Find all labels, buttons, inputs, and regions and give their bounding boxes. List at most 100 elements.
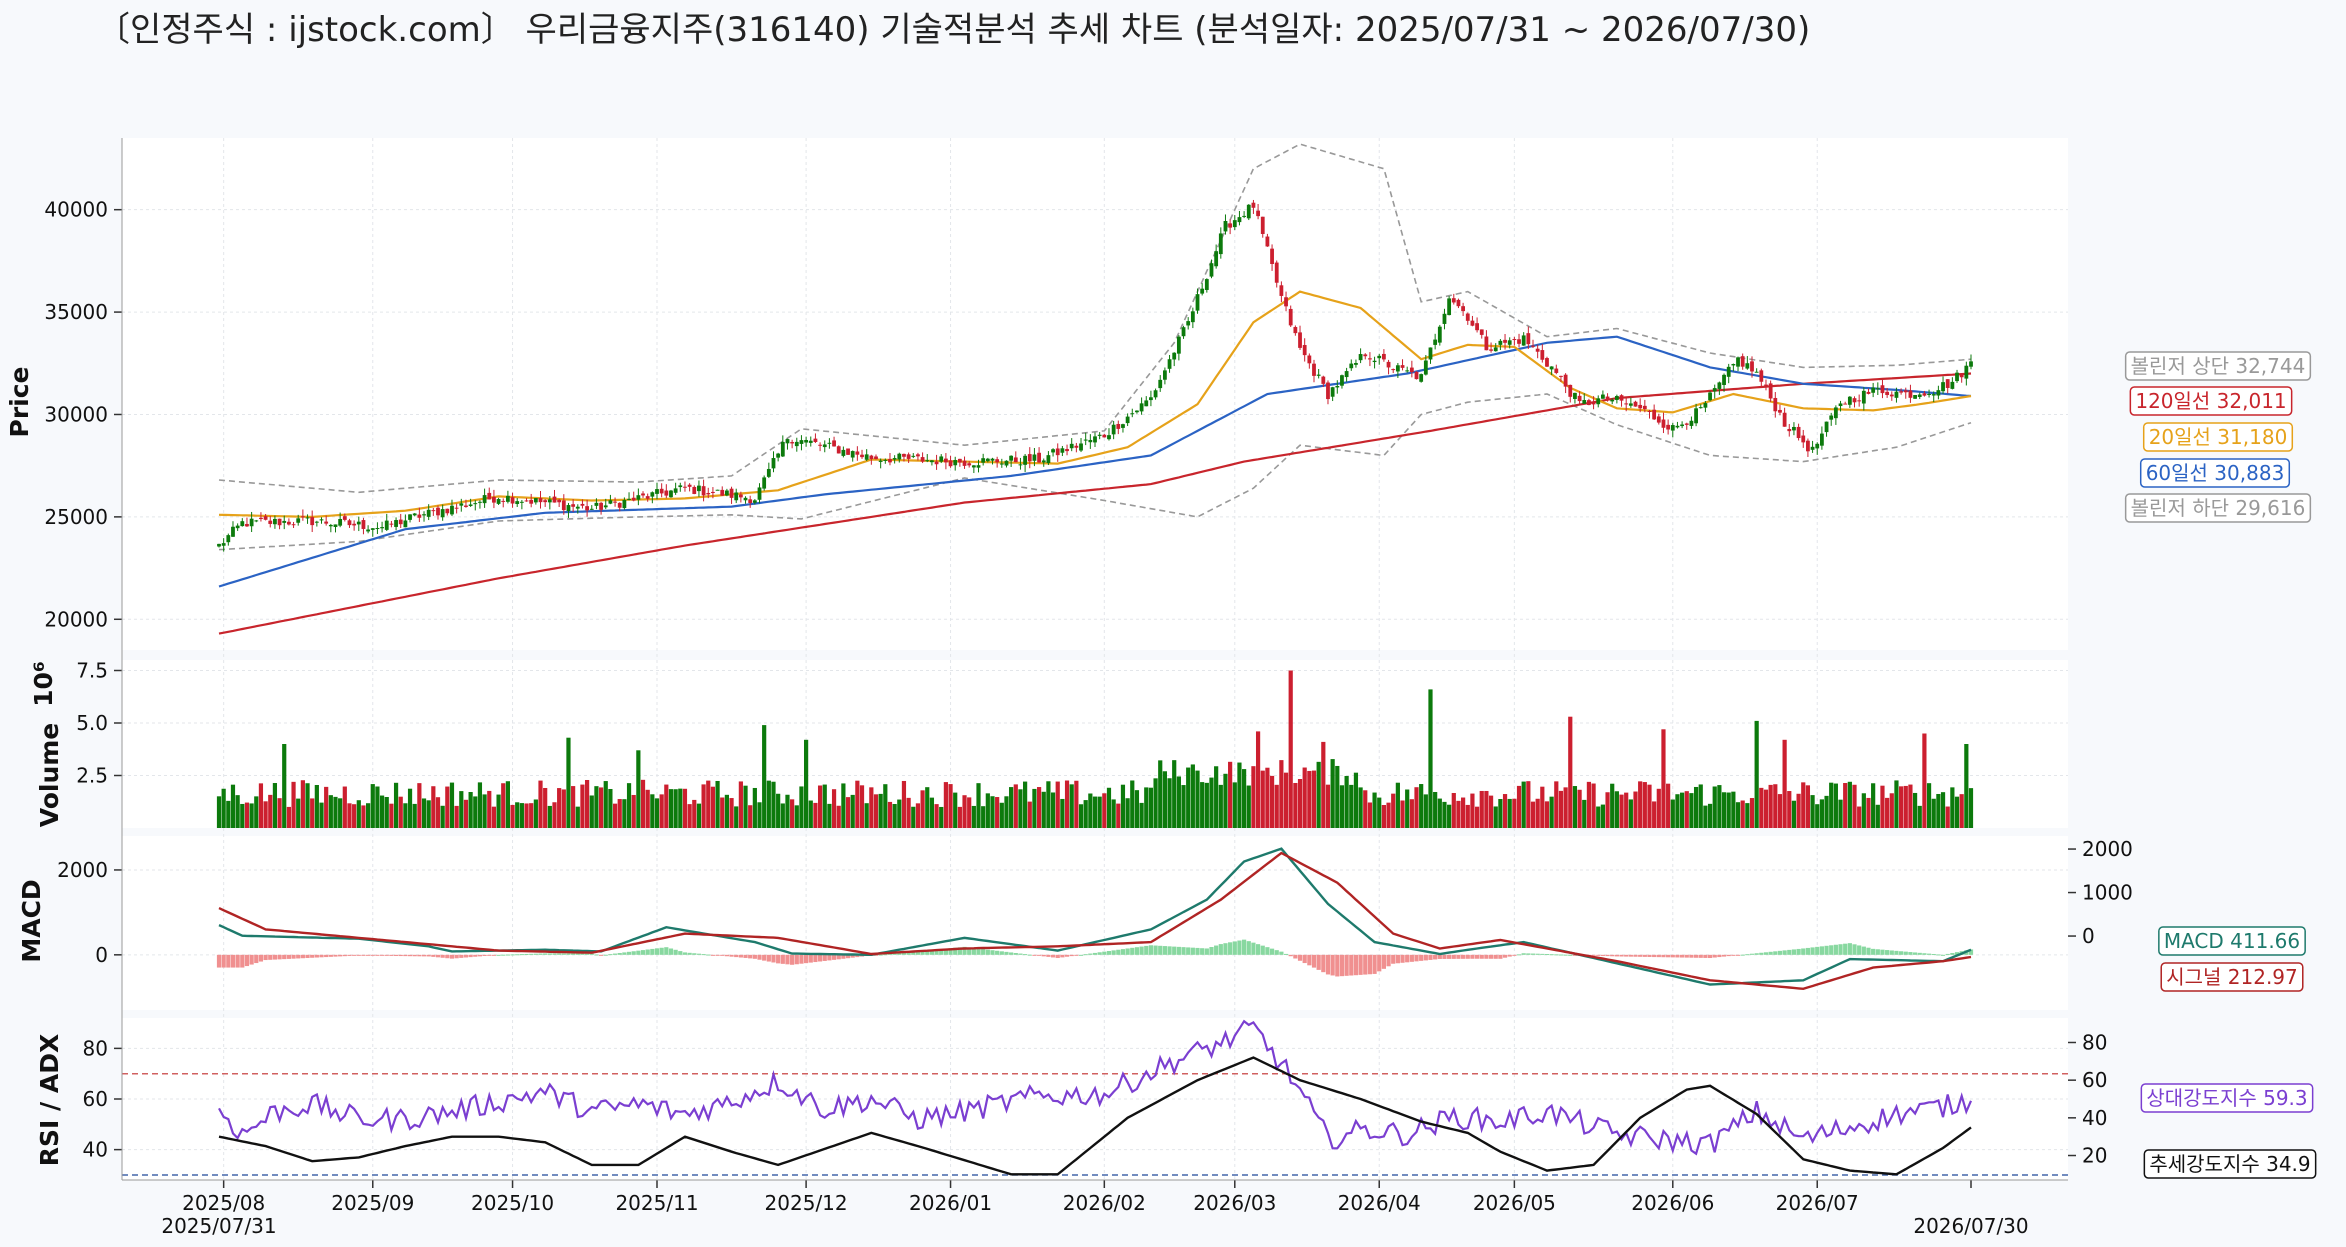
macd-histogram-bar [1745, 954, 1750, 956]
badge-bollinger-lower-box [2124, 493, 2312, 523]
macd-histogram-bar [370, 954, 375, 956]
candle-body [1372, 360, 1377, 363]
macd-histogram-bar [1013, 952, 1018, 955]
macd-histogram-bar [692, 953, 697, 955]
macd-histogram-bar [1064, 954, 1070, 957]
macd-histogram-bar [1721, 954, 1727, 957]
volume-bar [1638, 781, 1643, 828]
volume-bar [776, 793, 781, 828]
macd-histogram-bar [808, 954, 813, 963]
candle-body [1326, 382, 1330, 400]
macd-histogram-bar [403, 954, 408, 957]
volume-bar [1899, 786, 1904, 828]
macd-histogram-bar [743, 954, 748, 958]
volume-bar [1610, 783, 1615, 828]
candle-body [1069, 443, 1074, 449]
candle-body [1354, 363, 1358, 365]
candle-body [1111, 424, 1116, 435]
volume-bar [1372, 792, 1377, 828]
macd-histogram-bar [804, 954, 809, 964]
volume-bar [1922, 733, 1927, 828]
candle-body [1344, 371, 1349, 378]
volume-bar [1549, 796, 1554, 828]
volume-bar [985, 793, 990, 828]
macd-tick-label-left: 0 [95, 943, 108, 967]
macd-histogram-bar [393, 954, 399, 956]
macd-histogram-bar [724, 954, 729, 957]
macd-histogram-bar [1530, 953, 1536, 955]
volume-bar [403, 803, 408, 828]
volume-bar [1158, 760, 1163, 828]
macd-histogram-bar [822, 954, 827, 961]
volume-bar [1395, 782, 1400, 828]
volume-bar [1619, 794, 1624, 828]
badge-bollinger-upper: 볼린저 상단 32,744 [2124, 351, 2312, 381]
volume-bar [1381, 805, 1386, 828]
macd-histogram-bar [543, 953, 548, 955]
macd-histogram-bar [1046, 954, 1051, 957]
candle-body [1409, 367, 1414, 373]
macd-histogram-bar [831, 954, 837, 960]
macd-histogram-bar [631, 951, 636, 955]
volume-bar [831, 789, 837, 828]
macd-histogram-bar [752, 954, 757, 959]
badge-ma20-box [2142, 422, 2294, 452]
volume-bar [1274, 784, 1279, 828]
badge-macd-box [2158, 926, 2306, 956]
candle-body [985, 458, 990, 462]
volume-bar [1787, 791, 1792, 828]
volume-bar [1246, 785, 1251, 828]
macd-histogram-bar [1158, 945, 1163, 955]
macd-histogram-bar [626, 951, 632, 955]
candle-body [1130, 413, 1135, 415]
badge-ma120: 120일선 32,011 [2129, 386, 2293, 416]
volume-bar [654, 798, 660, 828]
volume-bar [1577, 789, 1582, 828]
candle-body [1731, 364, 1736, 366]
candle-body [1302, 345, 1307, 356]
candle-body [286, 521, 291, 525]
candle-body [1861, 390, 1866, 404]
volume-bar [557, 788, 562, 828]
macd-histogram-bar [729, 954, 734, 957]
volume-bar [1759, 787, 1764, 828]
candle-body [496, 499, 501, 504]
volume-bar [1703, 805, 1708, 828]
volume-bar [389, 803, 394, 828]
volume-bar [258, 783, 264, 828]
candle-body [352, 523, 357, 526]
macd-histogram-bar [1568, 954, 1573, 956]
candle-body [1610, 399, 1615, 402]
volume-bar [743, 785, 748, 828]
macd-histogram-bar [468, 954, 473, 958]
volume-bar [1484, 790, 1489, 828]
volume-bar [659, 794, 664, 828]
macd-histogram-bar [934, 949, 939, 955]
candle-body [706, 493, 711, 495]
candle-body [780, 441, 785, 457]
volume-bar [1423, 794, 1428, 828]
macd-histogram-bar [1861, 946, 1866, 955]
macd-histogram-bar [529, 953, 534, 955]
candle-body [1335, 386, 1340, 388]
volume-bar [1749, 798, 1755, 828]
macd-histogram-bar [678, 951, 683, 955]
volume-bar [370, 784, 375, 828]
macd-histogram-bar [240, 954, 245, 968]
volume-bar [1279, 760, 1284, 828]
candle-body [622, 500, 627, 509]
candle-body [1316, 374, 1321, 376]
candle-body [636, 495, 641, 500]
volume-bar [524, 803, 529, 828]
volume-bar [300, 780, 305, 828]
volume-bar [1652, 801, 1657, 828]
volume-bar [1829, 782, 1834, 828]
volume-bar [1857, 806, 1862, 828]
candle-body [552, 496, 557, 503]
volume-bar [1516, 785, 1522, 828]
macd-histogram-bar [1311, 954, 1317, 968]
macd-histogram-bar [1624, 954, 1629, 957]
volume-bar [491, 806, 497, 828]
candle-body [1265, 236, 1270, 247]
volume-bar [580, 784, 585, 828]
